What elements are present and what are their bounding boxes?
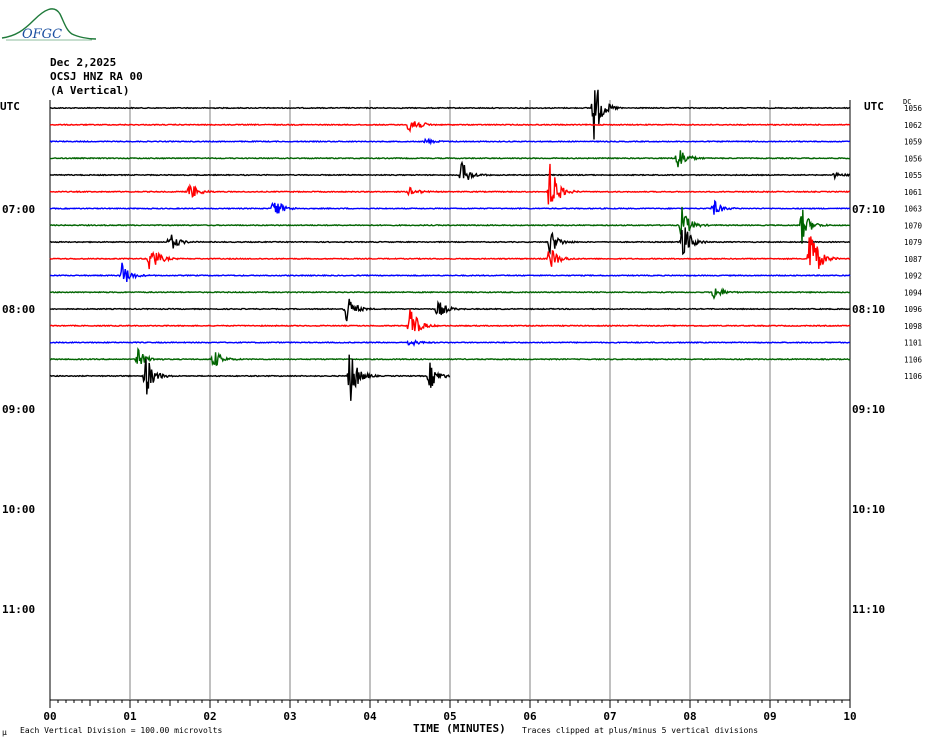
x-axis-title: TIME (MINUTES) bbox=[413, 722, 506, 735]
dc-label: DC bbox=[903, 98, 912, 106]
dc-offset-label: 1101 bbox=[904, 339, 922, 348]
x-axis: 00 01 02 03 04 05 06 07 08 09 10 07:00 07:10 08:00 08:… bbox=[2, 104, 923, 723]
scale-note: Each Vertical Division = 100.00 microvol… bbox=[20, 726, 223, 735]
hour-label-right: 10:10 bbox=[852, 503, 885, 516]
x-tick-label: 01 bbox=[123, 710, 137, 723]
seismic-trace bbox=[49, 262, 851, 283]
seismic-trace bbox=[49, 287, 851, 301]
dc-offset-label: 1098 bbox=[904, 322, 923, 331]
hour-label-left: 09:00 bbox=[2, 403, 35, 416]
x-tick-label: 07 bbox=[603, 710, 616, 723]
hour-label-right: 07:10 bbox=[852, 203, 885, 216]
seismic-trace bbox=[49, 339, 851, 347]
dc-offset-label: 1056 bbox=[904, 154, 923, 163]
seismic-trace bbox=[49, 354, 451, 401]
seismic-trace bbox=[49, 150, 851, 168]
dc-offset-label: 1106 bbox=[904, 355, 923, 364]
x-tick-label: 05 bbox=[443, 710, 456, 723]
logo-icon bbox=[1, 8, 97, 40]
dc-offset-label: 1055 bbox=[904, 171, 922, 180]
seismic-trace bbox=[49, 298, 851, 322]
clip-note: Traces clipped at plus/minus 5 vertical … bbox=[522, 726, 759, 735]
dc-offset-label: 1070 bbox=[904, 221, 923, 230]
x-tick-label: 10 bbox=[843, 710, 856, 723]
x-tick-label: 03 bbox=[283, 710, 296, 723]
time-grid bbox=[49, 100, 851, 701]
dc-offset-label: 1094 bbox=[904, 288, 923, 297]
dc-offset-label: 1096 bbox=[904, 305, 923, 314]
utc-left-label: UTC bbox=[0, 100, 20, 113]
component-label: (A Vertical) bbox=[50, 84, 130, 97]
dc-offset-label: 1062 bbox=[904, 121, 922, 130]
seismic-trace bbox=[49, 236, 851, 270]
hour-label-left: 08:00 bbox=[2, 303, 35, 316]
hour-label-right: 11:10 bbox=[852, 603, 885, 616]
seismic-trace bbox=[49, 227, 851, 256]
seismic-trace bbox=[49, 206, 851, 244]
dc-offset-label: 1079 bbox=[904, 238, 922, 247]
seismic-trace bbox=[49, 137, 850, 146]
x-tick-label: 04 bbox=[363, 710, 377, 723]
x-tick-label: 02 bbox=[203, 710, 216, 723]
dc-offset-label: 1092 bbox=[904, 272, 922, 281]
seismic-trace bbox=[49, 89, 851, 140]
seismic-trace bbox=[49, 163, 851, 205]
seismic-trace bbox=[49, 121, 851, 134]
dc-offset-label: 1061 bbox=[904, 188, 922, 197]
x-tick-label: 09 bbox=[763, 710, 776, 723]
hour-label-left: 10:00 bbox=[2, 503, 35, 516]
station-label: OCSJ HNZ RA 00 bbox=[50, 70, 143, 83]
hour-label-right: 08:10 bbox=[852, 303, 885, 316]
x-tick-label: 06 bbox=[523, 710, 537, 723]
dc-offset-label: 1059 bbox=[904, 138, 922, 147]
hour-label-right: 09:10 bbox=[852, 403, 885, 416]
dc-offset-label: 1063 bbox=[904, 205, 922, 214]
seismic-trace bbox=[49, 346, 851, 367]
dc-offset-label: 1087 bbox=[904, 255, 922, 264]
seismic-trace bbox=[49, 160, 851, 181]
utc-right-label: UTC bbox=[864, 100, 884, 113]
seismic-trace bbox=[49, 199, 851, 215]
hour-label-left: 11:00 bbox=[2, 603, 35, 616]
seismic-traces bbox=[49, 89, 851, 401]
dc-offset-label: 1056 bbox=[904, 104, 923, 113]
seismic-trace bbox=[50, 309, 851, 332]
dc-offset-label: 1106 bbox=[904, 372, 923, 381]
logo-text: OFGC bbox=[22, 27, 63, 42]
date-label: Dec 2,2025 bbox=[50, 56, 117, 69]
footer-small-mark: μ bbox=[2, 728, 7, 737]
x-tick-label: 08 bbox=[683, 710, 696, 723]
hour-label-left: 07:00 bbox=[2, 203, 35, 216]
x-tick-label: 00 bbox=[43, 710, 56, 723]
